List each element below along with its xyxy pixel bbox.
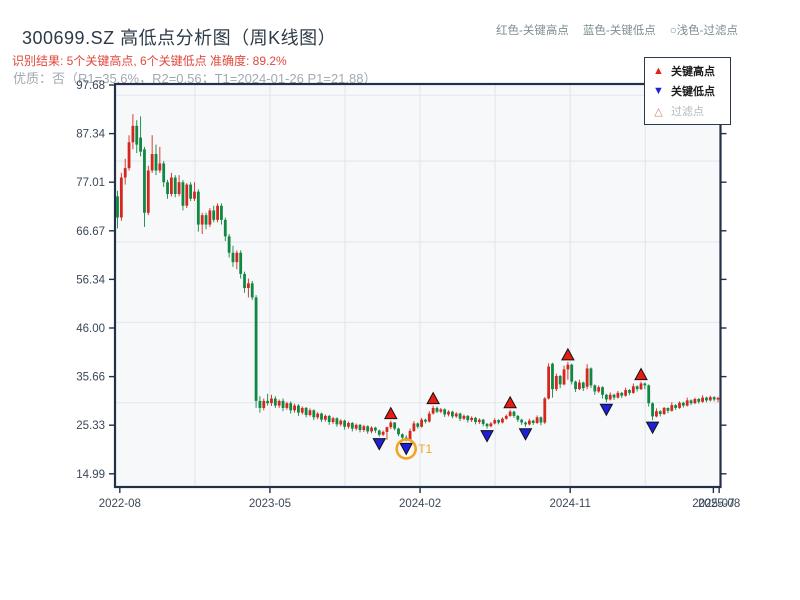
color-key: 红色-关键高点 蓝色-关键低点 ○浅色-过滤点 — [496, 22, 738, 38]
plot-border — [113, 82, 722, 489]
key-low-triangle-icon: ▼ — [653, 85, 664, 97]
key-high-triangle-icon: ▲ — [653, 65, 664, 77]
t1-label: T1 — [418, 442, 432, 456]
plot-area — [115, 84, 721, 487]
x-axis-labels: 2022-08 2023-05 2024-02 2024-11 2025-072025-… — [99, 498, 741, 510]
legend-label: 关键高点 — [671, 66, 715, 78]
y-tick-label: 66.67 — [76, 226, 105, 238]
x-tick-label: 2023-05 — [249, 498, 291, 510]
x-tick-label: 2024-11 — [550, 498, 591, 510]
key-low-marker — [599, 403, 614, 417]
x-tick-label: 2025-08 — [698, 498, 740, 510]
y-tick-label: 35.66 — [76, 372, 105, 384]
y-tick-label: 87.34 — [76, 129, 105, 141]
y-tick-label: 46.00 — [76, 323, 105, 335]
axis-ticks — [109, 84, 727, 493]
filtered-triangle-icon: △ — [654, 105, 663, 118]
x-tick-label: 2024-02 — [399, 498, 441, 510]
key-high-marker — [426, 391, 440, 405]
x-tick-label: 2025-07 — [692, 498, 734, 510]
plot-legend: ▲ 关键高点 ▼ 关键低点 △ 过滤点 — [644, 57, 731, 125]
candlestick-series — [116, 114, 720, 442]
recognition-result: 识别结果: 5个关键高点, 6个关键低点 准确度: 89.2% — [12, 54, 287, 68]
key-low-marker — [645, 421, 660, 435]
color-key-filtered: ○浅色-过滤点 — [669, 25, 738, 37]
y-tick-label: 25.33 — [76, 420, 105, 432]
y-tick-label: 56.34 — [76, 274, 105, 286]
y-tick-label: 77.01 — [76, 177, 105, 189]
page-title: 300699.SZ 高低点分析图（周K线图） — [22, 28, 337, 48]
y-tick-label: 14.99 — [76, 469, 105, 481]
legend-label: 过滤点 — [671, 106, 704, 118]
t1-highlight-circle — [395, 438, 418, 460]
key-high-marker — [503, 395, 517, 409]
key-high-marker — [561, 347, 575, 361]
y-axis-labels: 97.68 87.34 77.01 66.67 56.34 46.00 35.66 25.33… — [76, 80, 105, 481]
x-tick-label: 2022-08 — [99, 498, 141, 510]
key-high-marker — [383, 406, 398, 420]
grid — [115, 84, 721, 487]
key-low-marker — [372, 438, 387, 451]
legend-item-key-high: ▲ 关键高点 — [652, 61, 730, 81]
legend-label: 关键低点 — [671, 86, 715, 98]
key-point-markers: T1 — [372, 347, 660, 460]
color-key-low: 蓝色-关键低点 — [582, 25, 656, 37]
key-low-marker — [480, 430, 494, 443]
y-tick-label: 97.68 — [76, 80, 105, 92]
quality-summary: 优质：否（R1=35.6%，R2=0.56；T1=2024-01-26 P1=2… — [13, 71, 377, 86]
legend-item-key-low: ▼ 关键低点 — [652, 81, 730, 101]
key-high-marker — [634, 367, 648, 381]
color-key-high: 红色-关键高点 — [496, 25, 569, 37]
key-low-marker — [518, 428, 533, 441]
key-low-marker — [399, 442, 414, 456]
legend-item-filtered: △ 过滤点 — [652, 101, 730, 121]
